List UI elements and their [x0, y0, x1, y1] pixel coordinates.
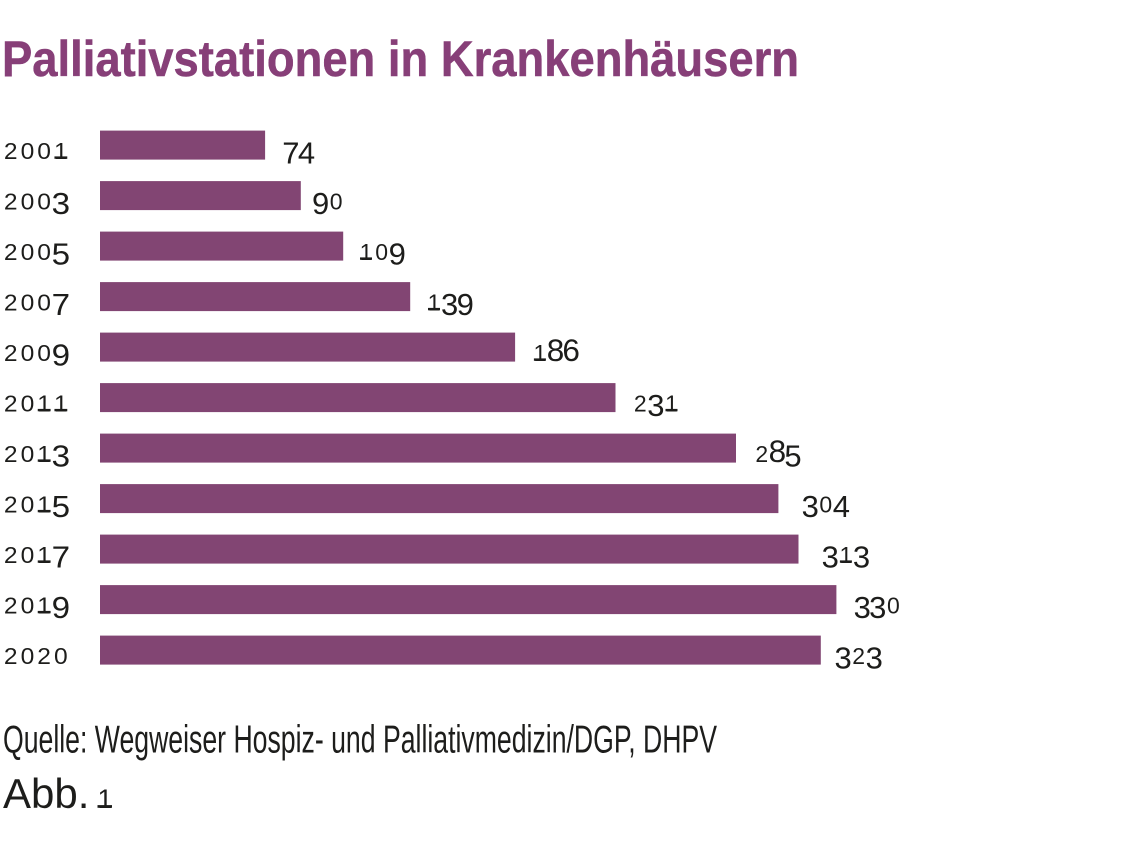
svg-text:0: 0: [54, 644, 68, 670]
svg-text:9: 9: [52, 590, 70, 625]
svg-text:2: 2: [852, 643, 865, 669]
svg-text:2: 2: [4, 644, 18, 670]
svg-text:3: 3: [822, 540, 839, 575]
svg-text:1: 1: [534, 340, 547, 366]
svg-text:5: 5: [784, 439, 801, 474]
svg-text:0: 0: [37, 240, 51, 266]
svg-text:0: 0: [21, 240, 35, 266]
svg-text:0: 0: [21, 543, 35, 569]
svg-text:3: 3: [441, 287, 458, 322]
svg-text:Palliativstationen in Krankenh: Palliativstationen in Krankenhäusern: [2, 31, 799, 87]
svg-text:9: 9: [312, 186, 329, 221]
svg-text:1: 1: [428, 289, 441, 315]
svg-text:2: 2: [4, 290, 18, 316]
svg-text:3: 3: [52, 439, 70, 474]
svg-text:1: 1: [54, 391, 68, 417]
svg-text:1: 1: [37, 492, 51, 518]
svg-text:3: 3: [869, 590, 886, 625]
svg-text:0: 0: [21, 593, 35, 619]
svg-text:0: 0: [375, 239, 388, 265]
svg-text:2: 2: [37, 644, 51, 670]
svg-text:3: 3: [802, 489, 819, 524]
svg-text:5: 5: [52, 237, 70, 272]
svg-text:0: 0: [21, 139, 35, 165]
svg-text:1: 1: [840, 542, 853, 568]
svg-text:2: 2: [4, 442, 18, 468]
svg-text:8: 8: [769, 433, 787, 469]
svg-text:0: 0: [819, 491, 832, 517]
svg-text:2: 2: [4, 341, 18, 367]
svg-text:1: 1: [37, 543, 51, 569]
svg-text:2: 2: [634, 390, 647, 416]
svg-text:0: 0: [21, 189, 35, 215]
svg-text:0: 0: [21, 341, 35, 367]
svg-text:1: 1: [54, 139, 68, 165]
svg-text:0: 0: [37, 290, 51, 316]
svg-text:0: 0: [37, 189, 51, 215]
svg-text:3: 3: [52, 186, 70, 221]
svg-text:2: 2: [4, 492, 18, 518]
svg-text:0: 0: [21, 442, 35, 468]
svg-text:2: 2: [4, 593, 18, 619]
svg-text:8: 8: [547, 332, 565, 368]
svg-text:9: 9: [389, 237, 406, 272]
svg-text:2: 2: [4, 139, 18, 165]
svg-text:2: 2: [4, 240, 18, 266]
svg-text:5: 5: [52, 489, 70, 524]
svg-text:1: 1: [360, 239, 373, 265]
svg-text:1: 1: [37, 391, 51, 417]
svg-text:2: 2: [4, 189, 18, 215]
svg-text:9: 9: [52, 338, 70, 373]
svg-text:0: 0: [37, 139, 51, 165]
svg-text:0: 0: [37, 341, 51, 367]
svg-text:2: 2: [4, 543, 18, 569]
svg-text:4: 4: [833, 489, 850, 524]
svg-text:3: 3: [854, 590, 871, 625]
svg-text:7: 7: [282, 136, 299, 171]
svg-text:0: 0: [21, 290, 35, 316]
svg-text:Abb.: Abb.: [3, 770, 89, 817]
svg-text:7: 7: [52, 287, 70, 322]
svg-text:0: 0: [330, 188, 343, 214]
svg-text:4: 4: [298, 136, 315, 171]
svg-text:6: 6: [562, 332, 580, 368]
svg-text:1: 1: [37, 442, 51, 468]
svg-text:7: 7: [52, 540, 70, 575]
svg-text:0: 0: [21, 391, 35, 417]
svg-text:1: 1: [665, 390, 678, 416]
svg-text:3: 3: [834, 641, 851, 676]
svg-text:0: 0: [887, 592, 900, 618]
svg-text:0: 0: [21, 492, 35, 518]
svg-text:3: 3: [647, 388, 664, 423]
svg-text:3: 3: [853, 540, 870, 575]
svg-text:2: 2: [755, 441, 768, 467]
svg-text:3: 3: [866, 641, 883, 676]
svg-text:9: 9: [457, 287, 474, 322]
svg-text:2: 2: [4, 391, 18, 417]
svg-text:1: 1: [37, 593, 51, 619]
svg-text:1: 1: [97, 784, 112, 814]
svg-text:0: 0: [21, 644, 35, 670]
svg-text:Quelle: Wegweiser Hospiz- und: Quelle: Wegweiser Hospiz- und Palliativm…: [3, 719, 717, 762]
